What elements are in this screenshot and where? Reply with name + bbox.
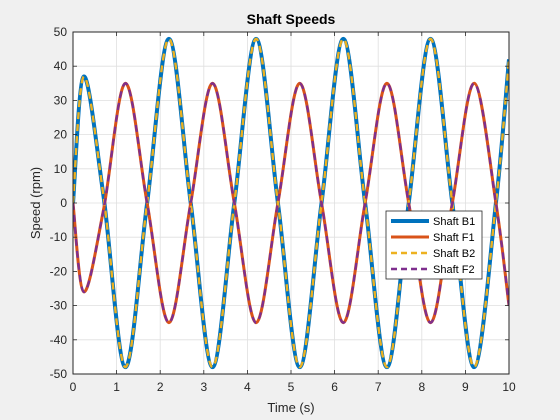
y-tick-label: -30	[50, 299, 68, 313]
y-tick-label: -10	[50, 230, 68, 244]
legend-label: Shaft B2	[433, 248, 475, 260]
y-tick-label: -20	[50, 264, 68, 278]
legend: Shaft B1 Shaft F1 Shaft B2 Shaft F2	[385, 210, 483, 280]
legend-label: Shaft F2	[433, 264, 475, 276]
y-tick-label: 50	[54, 25, 68, 39]
y-tick-label: 40	[54, 59, 68, 73]
x-tick-label: 6	[331, 380, 338, 394]
y-tick-labels: -50 -40 -30 -20 -10 0 10 20 30 40 50	[50, 25, 68, 381]
x-tick-labels: 0 1 2 3 4 5 6 7 8 9 10	[70, 380, 516, 394]
x-tick-label: 1	[113, 380, 120, 394]
y-axis-label: Speed (rpm)	[28, 167, 43, 239]
x-tick-label: 7	[375, 380, 382, 394]
x-tick-label: 8	[418, 380, 425, 394]
y-tick-label: 30	[54, 93, 68, 107]
series-layer	[73, 36, 509, 370]
x-tick-label: 4	[244, 380, 251, 394]
y-tick-label: -50	[50, 367, 68, 381]
x-tick-label: 9	[462, 380, 469, 394]
legend-label: Shaft F1	[433, 232, 475, 244]
legend-label: Shaft B1	[433, 216, 475, 228]
y-tick-label: -40	[50, 333, 68, 347]
y-tick-label: 0	[60, 196, 67, 210]
x-tick-label: 10	[502, 380, 516, 394]
y-tick-label: 10	[54, 162, 68, 176]
series-line-shaft-f2	[73, 82, 509, 324]
x-axis-label: Time (s)	[267, 400, 314, 415]
chart-title: Shaft Speeds	[247, 11, 336, 27]
series-line-shaft-b2	[73, 37, 509, 369]
x-tick-label: 5	[288, 380, 295, 394]
y-tick-label: 20	[54, 128, 68, 142]
x-tick-label: 3	[200, 380, 207, 394]
tick-marks	[72, 31, 510, 375]
x-tick-label: 2	[157, 380, 164, 394]
x-tick-label: 0	[70, 380, 77, 394]
